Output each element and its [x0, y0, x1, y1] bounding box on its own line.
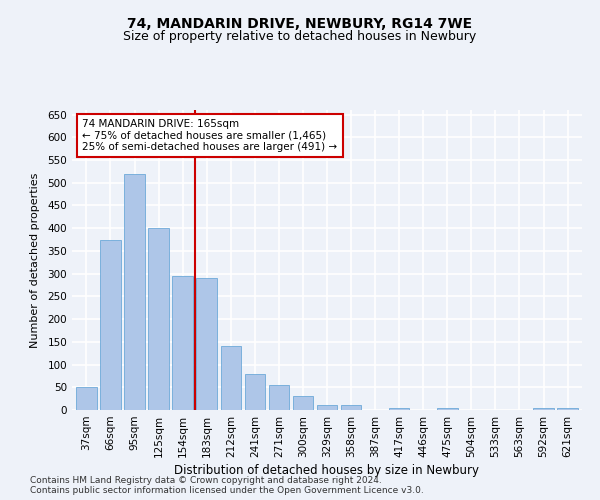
Bar — [389, 408, 409, 410]
Y-axis label: Number of detached properties: Number of detached properties — [31, 172, 40, 348]
Bar — [221, 346, 241, 410]
X-axis label: Distribution of detached houses by size in Newbury: Distribution of detached houses by size … — [175, 464, 479, 477]
Bar — [533, 408, 554, 410]
Bar — [100, 240, 121, 410]
Bar — [124, 174, 145, 410]
Bar — [293, 396, 313, 410]
Text: Contains public sector information licensed under the Open Government Licence v3: Contains public sector information licen… — [30, 486, 424, 495]
Bar — [269, 385, 289, 410]
Bar — [148, 228, 169, 410]
Bar — [245, 374, 265, 410]
Bar — [317, 406, 337, 410]
Text: Contains HM Land Registry data © Crown copyright and database right 2024.: Contains HM Land Registry data © Crown c… — [30, 476, 382, 485]
Bar — [76, 388, 97, 410]
Text: 74, MANDARIN DRIVE, NEWBURY, RG14 7WE: 74, MANDARIN DRIVE, NEWBURY, RG14 7WE — [127, 18, 473, 32]
Bar — [341, 404, 361, 410]
Bar — [172, 276, 193, 410]
Text: 74 MANDARIN DRIVE: 165sqm
← 75% of detached houses are smaller (1,465)
25% of se: 74 MANDARIN DRIVE: 165sqm ← 75% of detac… — [82, 119, 337, 152]
Text: Size of property relative to detached houses in Newbury: Size of property relative to detached ho… — [124, 30, 476, 43]
Bar — [437, 408, 458, 410]
Bar — [557, 408, 578, 410]
Bar — [196, 278, 217, 410]
